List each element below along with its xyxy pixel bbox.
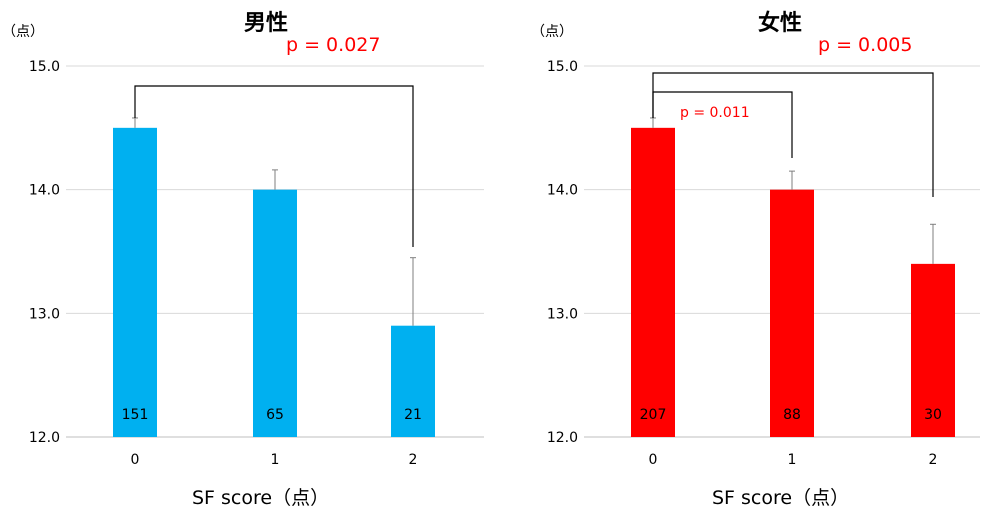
p-value-main: p = 0.005	[818, 34, 913, 56]
x-tick-label: 0	[131, 452, 140, 468]
x-tick-label: 2	[409, 452, 418, 468]
n-label: 21	[404, 407, 422, 423]
x-tick-label: 1	[271, 452, 280, 468]
x-tick-label: 1	[788, 452, 797, 468]
female-chart-panel: （点） 女性 p = 0.005 SF score（点） 12.0 13.0 14.…	[496, 0, 992, 510]
bar	[391, 325, 435, 437]
significance-bracket	[134, 85, 414, 247]
male-chart-panel: （点） 男性 p = 0.027 SF score（点） 12.0 13.0 14.…	[2, 11, 484, 509]
n-label: 30	[924, 407, 942, 423]
n-label: 88	[783, 407, 801, 423]
y-unit-label: （点）	[2, 24, 44, 40]
bar	[911, 263, 955, 437]
y-tick-label: 12.0	[547, 430, 578, 446]
y-tick-label: 12.0	[29, 430, 60, 446]
p-value-main: p = 0.027	[286, 34, 381, 56]
x-tick-label: 2	[929, 452, 938, 468]
y-tick-label: 13.0	[29, 306, 60, 322]
y-tick-label: 15.0	[29, 59, 60, 75]
y-tick-label: 14.0	[547, 183, 578, 199]
bar	[770, 189, 814, 437]
bar	[631, 127, 675, 437]
chart-title: 女性	[758, 11, 803, 36]
female-chart-svg: 12.0 13.0 14.0 15.0 207 0 88 1 30 2 p = 0.011	[547, 59, 980, 468]
chart-title: 男性	[244, 11, 289, 36]
p-value-secondary: p = 0.011	[680, 105, 750, 121]
y-tick-label: 13.0	[547, 306, 578, 322]
bar	[253, 189, 297, 437]
n-label: 65	[266, 407, 284, 423]
male-chart-svg: 12.0 13.0 14.0 15.0 151 0 65 1 21 2	[29, 59, 484, 468]
significance-bracket	[652, 91, 793, 158]
bar	[113, 127, 157, 437]
y-unit-label: （点）	[531, 24, 573, 40]
x-axis-label: SF score（点）	[192, 487, 330, 509]
y-tick-label: 14.0	[29, 183, 60, 199]
n-label: 207	[640, 407, 667, 423]
y-tick-label: 15.0	[547, 59, 578, 75]
n-label: 151	[122, 407, 149, 423]
x-axis-label: SF score（点）	[712, 487, 850, 509]
x-tick-label: 0	[649, 452, 658, 468]
